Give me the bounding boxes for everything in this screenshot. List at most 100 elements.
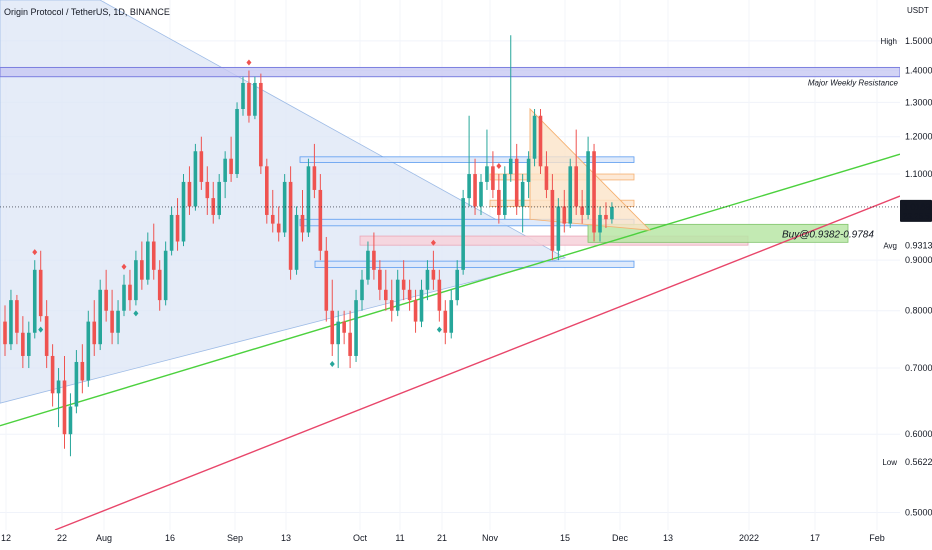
candle-body: [163, 250, 168, 301]
candle-body: [223, 158, 227, 182]
candle-body: [193, 151, 198, 207]
y-tick-label: 0.6000: [905, 429, 932, 439]
current-price-tag: 1.0189 23:25:51: [900, 199, 932, 222]
x-tick-label: 16: [165, 533, 175, 543]
candle-body: [56, 380, 61, 394]
candle-body: [181, 181, 186, 242]
candle-body: [21, 332, 25, 356]
x-tick-label: Aug: [96, 533, 112, 543]
marker-high-label: High: [881, 37, 897, 46]
candle-body: [562, 206, 567, 224]
candle-body: [92, 321, 97, 345]
y-tick-label: 1.4000: [905, 66, 932, 76]
price-axis[interactable]: USDT 1.5000 1.4000 1.3000 1.2000 1.1000 0.900…: [881, 0, 932, 530]
candle-body: [360, 279, 364, 301]
candle-body: [276, 223, 281, 233]
candle-body: [9, 300, 13, 345]
candle-body: [169, 214, 174, 251]
candle-body: [140, 260, 144, 280]
candle-body: [342, 321, 346, 333]
chart-title: Origin Protocol / TetherUS, 1D, BINANCE: [4, 7, 170, 17]
candle-body: [503, 174, 507, 215]
candle-countdown: 23:25:51: [903, 212, 932, 221]
candle-body: [556, 206, 561, 251]
candle-body: [32, 269, 37, 333]
x-tick-label: Sep: [227, 533, 243, 543]
candle-body: [330, 310, 335, 345]
buy-signal-icon: [133, 310, 139, 317]
candle-body: [104, 289, 108, 311]
sell-signal-icon: [430, 239, 436, 246]
candle-body: [372, 250, 376, 270]
candle-body: [413, 300, 418, 322]
candle-body: [407, 289, 412, 301]
candle-body: [544, 166, 549, 190]
candle-body: [62, 380, 67, 435]
candle-body: [235, 108, 239, 175]
candle-body: [574, 166, 578, 207]
candle-body: [467, 174, 471, 199]
candle-body: [217, 181, 221, 215]
candle-body: [491, 166, 495, 190]
candle-body: [461, 198, 465, 270]
buy-signal-icon: [329, 360, 335, 367]
sell-signal-icon: [32, 249, 38, 256]
candle-body: [294, 214, 299, 270]
x-tick-label: 12: [1, 533, 11, 543]
candle-body: [50, 355, 55, 394]
marker-avg-label: Avg: [883, 242, 897, 251]
candle-body: [449, 300, 454, 333]
candle-body: [443, 310, 448, 333]
x-tick-label: 2022: [739, 533, 759, 543]
candle-body: [437, 279, 442, 311]
candle-body: [175, 214, 180, 242]
buy-signal-icon: [436, 326, 442, 333]
candle-body: [455, 269, 459, 301]
candle-body: [74, 361, 79, 407]
current-price-value: 1.0189: [903, 202, 931, 212]
x-tick-label: 15: [560, 533, 570, 543]
candle-body: [151, 241, 156, 270]
candle-body: [122, 284, 126, 311]
y-tick-label: 1.3000: [905, 97, 932, 107]
candle-body: [247, 82, 251, 116]
candle-body: [550, 189, 555, 251]
candle-body: [110, 310, 114, 333]
candle-body: [514, 158, 519, 207]
candle-body: [526, 158, 531, 182]
buy-zone-annotation: Buy@0.9382-0.9784: [782, 229, 874, 240]
candle-body: [265, 166, 269, 215]
candle-body: [282, 181, 287, 233]
time-axis[interactable]: 12 22 Aug 16 Sep 13 Oct 11 21 Nov 15 Dec 13 2022 17 Feb: [0, 530, 932, 550]
candle-body: [348, 332, 352, 356]
descending-triangle-area: [0, 0, 567, 404]
candle-body: [3, 321, 7, 345]
y-tick-label: 1.1000: [905, 169, 932, 179]
candle-body: [431, 269, 436, 280]
x-tick-label: 21: [437, 533, 447, 543]
candle-body: [604, 214, 608, 220]
candle-body: [336, 321, 340, 345]
x-tick-label: Oct: [353, 533, 368, 543]
candle-body: [211, 198, 216, 215]
candle-body: [354, 300, 358, 356]
candle-body: [98, 289, 102, 345]
x-tick-label: 11: [395, 533, 404, 543]
sell-signal-icon: [246, 59, 252, 66]
candle-body: [128, 284, 132, 301]
candlestick-series: [3, 35, 614, 457]
candle-body: [288, 181, 293, 270]
candle-body: [146, 241, 150, 280]
candle-body: [324, 250, 329, 311]
candle-body: [419, 289, 424, 322]
red-trendline: [54, 195, 901, 531]
y-tick-label: 1.2000: [905, 132, 932, 142]
x-tick-label: 17: [810, 533, 820, 543]
candle-body: [312, 166, 317, 190]
x-tick-label: Dec: [612, 533, 629, 543]
candle-body: [229, 158, 233, 175]
candle-body: [306, 166, 311, 233]
y-tick-label: 1.5000: [905, 36, 932, 46]
candle-body: [366, 250, 370, 280]
